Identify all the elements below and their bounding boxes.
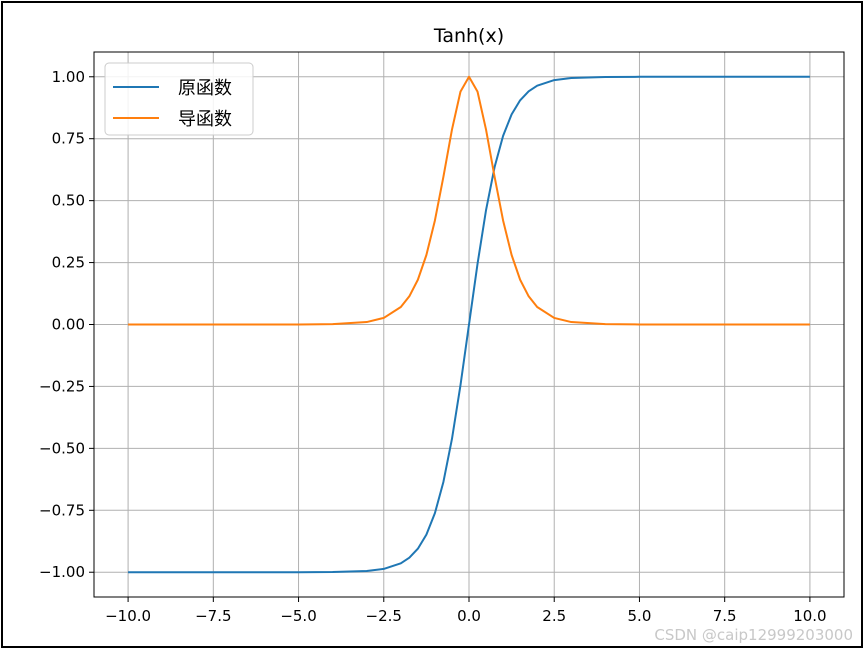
x-tick-label: 10.0 <box>793 607 826 625</box>
y-tick-label: −0.25 <box>39 377 85 395</box>
legend-label: 原函数 <box>178 78 232 99</box>
watermark: CSDN @caip12999203000 <box>654 626 853 644</box>
series-lines <box>128 75 810 574</box>
y-tick-label: −1.00 <box>39 563 85 581</box>
x-tick-label: 7.5 <box>713 607 737 625</box>
x-tick-label: 0.0 <box>457 607 481 625</box>
x-tick-label: −5.0 <box>280 607 316 625</box>
x-tick-label: −7.5 <box>195 607 231 625</box>
series-line-1 <box>128 75 810 326</box>
y-tick-label: 0.00 <box>52 316 85 334</box>
legend-label: 导函数 <box>178 109 232 130</box>
x-tick-label: 5.0 <box>628 607 652 625</box>
x-tick-label: −10.0 <box>105 607 151 625</box>
series-line-0 <box>128 75 810 574</box>
y-tick-label: 1.00 <box>52 68 85 86</box>
y-tick-label: 0.25 <box>52 254 85 272</box>
y-tick-label: −0.75 <box>39 501 85 519</box>
chart-title: Tanh(x) <box>433 25 504 47</box>
y-tick-label: 0.50 <box>52 192 85 210</box>
y-tick-label: 0.75 <box>52 130 85 148</box>
x-tick-label: −2.5 <box>366 607 402 625</box>
x-tick-label: 2.5 <box>542 607 566 625</box>
axis-ticks: −10.0 −7.5 −5.0 −2.5 0.0 2.5 5.0 7.5 10.0 −1.00 −0… <box>39 68 827 625</box>
y-tick-label: −0.50 <box>39 439 85 457</box>
